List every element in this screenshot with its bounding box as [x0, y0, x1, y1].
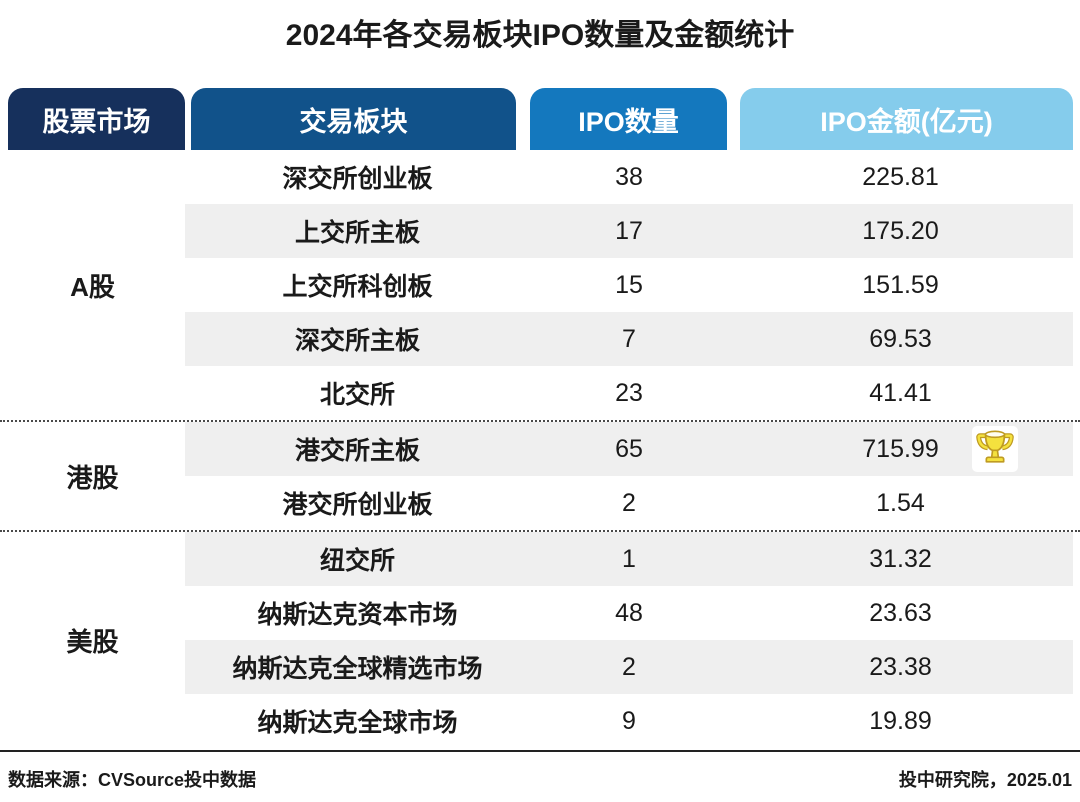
board-cell: 港交所主板: [294, 437, 420, 465]
table-row: 港交所创业板 2 1.54: [185, 476, 1073, 530]
table-row: 深交所创业板 38 225.81: [185, 150, 1073, 204]
table-row: 北交所 23 41.41: [185, 366, 1073, 420]
board-cell: 北交所: [319, 381, 395, 409]
count-cell: 9: [622, 706, 636, 735]
count-cell: 23: [615, 378, 643, 407]
amount-cell: 19.89: [869, 706, 932, 735]
market-group-hk: 港股 港交所主板 65 715.99: [0, 420, 1080, 530]
table-row: 纽交所 1 31.32: [185, 532, 1073, 586]
market-label: A股: [0, 150, 185, 420]
board-cell: 深交所主板: [294, 327, 420, 355]
table-row: 深交所主板 7 69.53: [185, 312, 1073, 366]
board-cell: 港交所创业板: [282, 491, 433, 519]
count-cell: 7: [622, 324, 636, 353]
market-group-a-shares: A股 深交所创业板 38 225.81 上交所主板 17 175.20 上交所科…: [0, 150, 1080, 420]
board-cell: 上交所科创板: [282, 273, 433, 301]
page-title: 2024年各交易板块IPO数量及金额统计: [285, 19, 795, 52]
market-label: 美股: [0, 532, 185, 748]
amount-cell: 31.32: [869, 544, 932, 573]
count-cell: 38: [615, 162, 643, 191]
table-row: 纳斯达克资本市场 48 23.63: [185, 586, 1073, 640]
footer: 数据来源：CVSource投中数据 投中研究院，2025.01: [0, 752, 1080, 792]
footer-divider: [0, 750, 1080, 752]
amount-cell: 23.38: [869, 652, 932, 681]
amount-cell: 69.53: [869, 324, 932, 353]
board-cell: 纳斯达克全球精选市场: [232, 655, 483, 683]
amount-cell: 151.59: [862, 270, 939, 299]
header-cell-amount: IPO金额(亿元): [740, 88, 1073, 150]
board-cell: 纳斯达克资本市场: [257, 601, 458, 629]
table-row: 港交所主板 65 715.99: [185, 422, 1073, 476]
amount-cell: 1.54: [876, 488, 925, 517]
header-cell-market: 股票市场: [8, 88, 185, 150]
amount-cell: 41.41: [869, 378, 932, 407]
amount-cell: 23.63: [869, 598, 932, 627]
board-cell: 纳斯达克全球市场: [257, 709, 458, 737]
amount-value: 715.99: [862, 434, 939, 463]
amount-cell: 225.81: [862, 162, 939, 191]
table-row: 上交所科创板 15 151.59: [185, 258, 1073, 312]
table-row: 纳斯达克全球精选市场 2 23.38: [185, 640, 1073, 694]
table-row: 纳斯达克全球市场 9 19.89: [185, 694, 1073, 748]
amount-cell: 175.20: [862, 216, 939, 245]
credit-label: 投中研究院，2025.01: [898, 770, 1072, 790]
count-cell: 2: [622, 652, 636, 681]
table-header: 股票市场 交易板块 IPO数量 IPO金额(亿元): [8, 88, 1073, 150]
board-cell: 纽交所: [319, 547, 395, 575]
header-cell-count: IPO数量: [530, 88, 727, 150]
count-cell: 17: [615, 216, 643, 245]
table-body: A股 深交所创业板 38 225.81 上交所主板 17 175.20 上交所科…: [0, 150, 1080, 748]
count-cell: 15: [615, 270, 643, 299]
count-cell: 2: [622, 488, 636, 517]
market-label: 港股: [0, 422, 185, 530]
trophy-icon: [972, 426, 1018, 472]
table-row: 上交所主板 17 175.20: [185, 204, 1073, 258]
board-cell: 深交所创业板: [282, 165, 433, 193]
board-cell: 上交所主板: [294, 219, 420, 247]
count-cell: 1: [622, 544, 636, 573]
market-group-us: 美股 纽交所 1 31.32 纳斯达克资本市场 48 23.63 纳斯达克全球精…: [0, 530, 1080, 748]
data-source-label: 数据来源：CVSource投中数据: [8, 770, 257, 790]
header-cell-board: 交易板块: [191, 88, 516, 150]
amount-cell: 715.99: [728, 426, 1073, 472]
count-cell: 65: [615, 434, 643, 463]
count-cell: 48: [615, 598, 643, 627]
